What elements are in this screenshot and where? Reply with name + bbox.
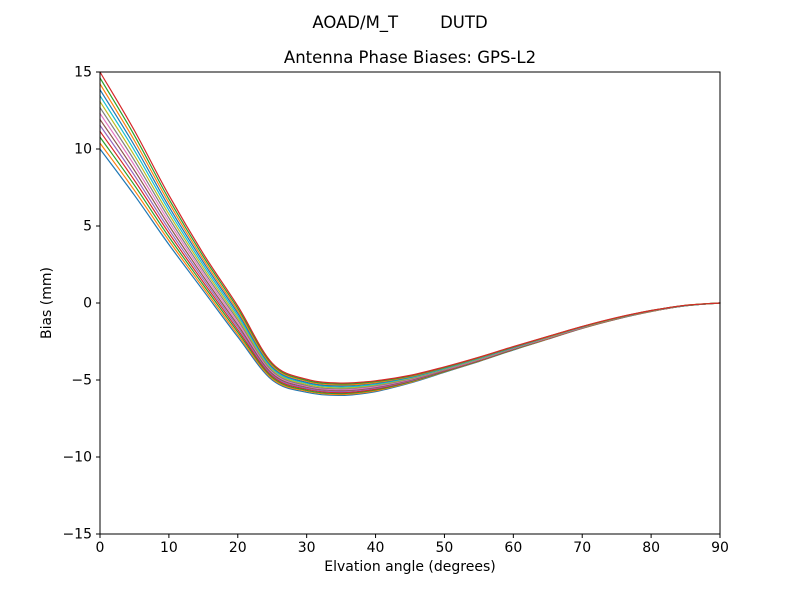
x-tick-label: 90 (711, 540, 729, 556)
x-tick-label: 30 (298, 540, 316, 556)
x-tick-label: 70 (573, 540, 591, 556)
x-axis-label: Elvation angle (degrees) (324, 559, 496, 575)
y-tick-label: −5 (71, 373, 92, 389)
series-line-line-13 (99, 77, 721, 385)
y-tick-label: −10 (62, 450, 92, 466)
y-tick-label: 5 (83, 219, 92, 235)
x-tick-label: 10 (160, 540, 178, 556)
series-line-line-01 (99, 148, 721, 397)
series-line-line-14 (99, 71, 721, 384)
series-line-line-09 (99, 101, 721, 389)
x-tick-label: 40 (367, 540, 385, 556)
chart-title: Antenna Phase Biases: GPS-L2 (283, 48, 537, 67)
x-tick-label: 60 (504, 540, 522, 556)
series-line-line-12 (99, 83, 721, 386)
series-line-line-02 (99, 142, 721, 396)
y-tick-label: 15 (74, 65, 92, 81)
y-tick-label: −15 (62, 527, 92, 543)
axes-frame (99, 71, 721, 535)
series-line-line-10 (99, 95, 721, 388)
x-tick-label: 80 (642, 540, 660, 556)
x-tick-label: 50 (436, 540, 454, 556)
y-tick-label: 0 (83, 296, 92, 312)
figure-suptitle: AOAD/M_T DUTD (312, 13, 488, 32)
x-tick-label: 20 (229, 540, 247, 556)
x-tick-label: 0 (96, 540, 105, 556)
y-tick-label: 10 (74, 142, 92, 158)
